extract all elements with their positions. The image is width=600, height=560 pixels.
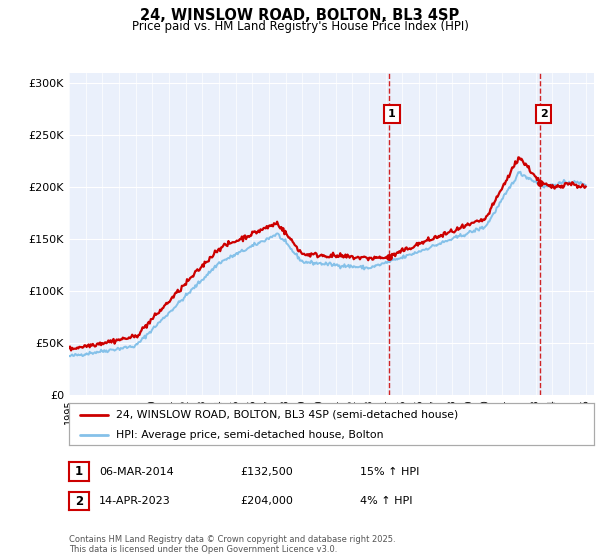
Text: 14-APR-2023: 14-APR-2023: [99, 496, 171, 506]
Text: 24, WINSLOW ROAD, BOLTON, BL3 4SP: 24, WINSLOW ROAD, BOLTON, BL3 4SP: [140, 8, 460, 24]
Text: 1: 1: [75, 465, 83, 478]
Text: 15% ↑ HPI: 15% ↑ HPI: [360, 466, 419, 477]
Text: 1: 1: [388, 109, 396, 119]
Text: Price paid vs. HM Land Registry's House Price Index (HPI): Price paid vs. HM Land Registry's House …: [131, 20, 469, 32]
Text: 24, WINSLOW ROAD, BOLTON, BL3 4SP (semi-detached house): 24, WINSLOW ROAD, BOLTON, BL3 4SP (semi-…: [116, 410, 458, 420]
Text: HPI: Average price, semi-detached house, Bolton: HPI: Average price, semi-detached house,…: [116, 430, 384, 440]
Text: 2: 2: [540, 109, 548, 119]
Text: 06-MAR-2014: 06-MAR-2014: [99, 466, 174, 477]
Text: 2: 2: [75, 494, 83, 508]
Text: Contains HM Land Registry data © Crown copyright and database right 2025.
This d: Contains HM Land Registry data © Crown c…: [69, 535, 395, 554]
Text: £132,500: £132,500: [240, 466, 293, 477]
Text: £204,000: £204,000: [240, 496, 293, 506]
Text: 4% ↑ HPI: 4% ↑ HPI: [360, 496, 413, 506]
